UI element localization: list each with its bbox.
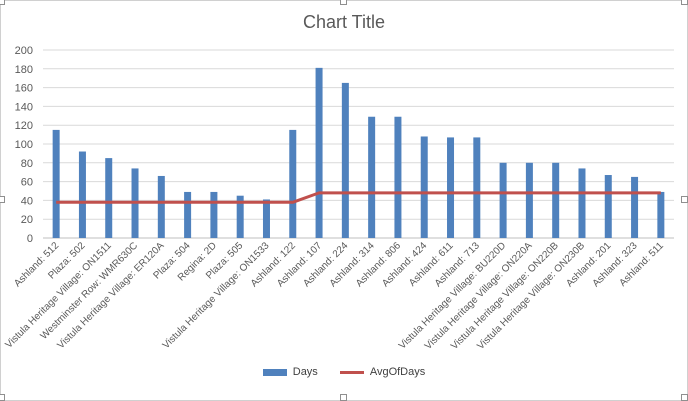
x-tick-label: Vistula Heritage Village: ON1511 — [3, 240, 114, 351]
bar-days — [447, 137, 455, 238]
bar-days — [78, 151, 86, 238]
legend-label-avgofdays: AvgOfDays — [369, 366, 426, 378]
bar-days — [473, 137, 481, 238]
y-tick-label: 100 — [15, 139, 33, 151]
bar-days — [341, 82, 349, 239]
y-tick-label: 0 — [27, 233, 33, 245]
resize-handle-right[interactable] — [681, 196, 688, 203]
y-tick-label: 140 — [15, 101, 33, 113]
bar-days — [368, 116, 376, 238]
bar-days — [184, 191, 192, 238]
y-tick-label: 60 — [21, 177, 33, 189]
bar-days — [525, 162, 533, 238]
series-line-avgofdays — [56, 191, 661, 204]
bar-days — [105, 158, 113, 238]
y-tick-label: 20 — [21, 214, 33, 226]
bar-days — [289, 129, 297, 238]
y-tick-label: 120 — [15, 120, 33, 132]
bar-days — [578, 168, 586, 238]
resize-handle-top[interactable] — [340, 0, 347, 5]
bar-days — [262, 199, 270, 238]
y-tick-label: 200 — [15, 45, 33, 57]
chart-title[interactable]: Chart Title — [302, 12, 386, 32]
y-tick-label: 160 — [15, 83, 33, 95]
y-tick-label: 80 — [21, 158, 33, 170]
bar-days — [631, 176, 639, 238]
resize-handle-left[interactable] — [0, 196, 5, 203]
legend[interactable]: Days AvgOfDays — [1, 366, 687, 378]
resize-handle-bottom-right[interactable] — [681, 394, 688, 401]
legend-swatch-days — [262, 368, 287, 376]
y-tick-label: 40 — [21, 195, 33, 207]
bar-days — [499, 162, 507, 238]
bar-days — [657, 191, 665, 238]
bar-days — [315, 67, 323, 238]
legend-item-days: Days — [262, 366, 318, 378]
resize-handle-top-right[interactable] — [681, 0, 688, 5]
bar-days — [210, 191, 218, 238]
bar-days — [420, 136, 428, 238]
resize-handle-bottom[interactable] — [340, 394, 347, 401]
bar-days — [157, 175, 165, 238]
bar-days — [552, 162, 560, 238]
legend-label-days: Days — [292, 366, 318, 378]
resize-handle-top-left[interactable] — [0, 0, 5, 5]
resize-handle-bottom-left[interactable] — [0, 394, 5, 401]
legend-item-avgofdays: AvgOfDays — [339, 366, 426, 378]
bar-days — [394, 116, 402, 238]
bar-days — [236, 195, 244, 238]
legend-swatch-avgofdays — [339, 370, 364, 374]
y-tick-label: 180 — [15, 64, 33, 76]
bar-days — [52, 129, 60, 238]
x-tick-label: Westminster Row: WMR630C — [39, 240, 141, 342]
bar-days — [604, 175, 612, 238]
